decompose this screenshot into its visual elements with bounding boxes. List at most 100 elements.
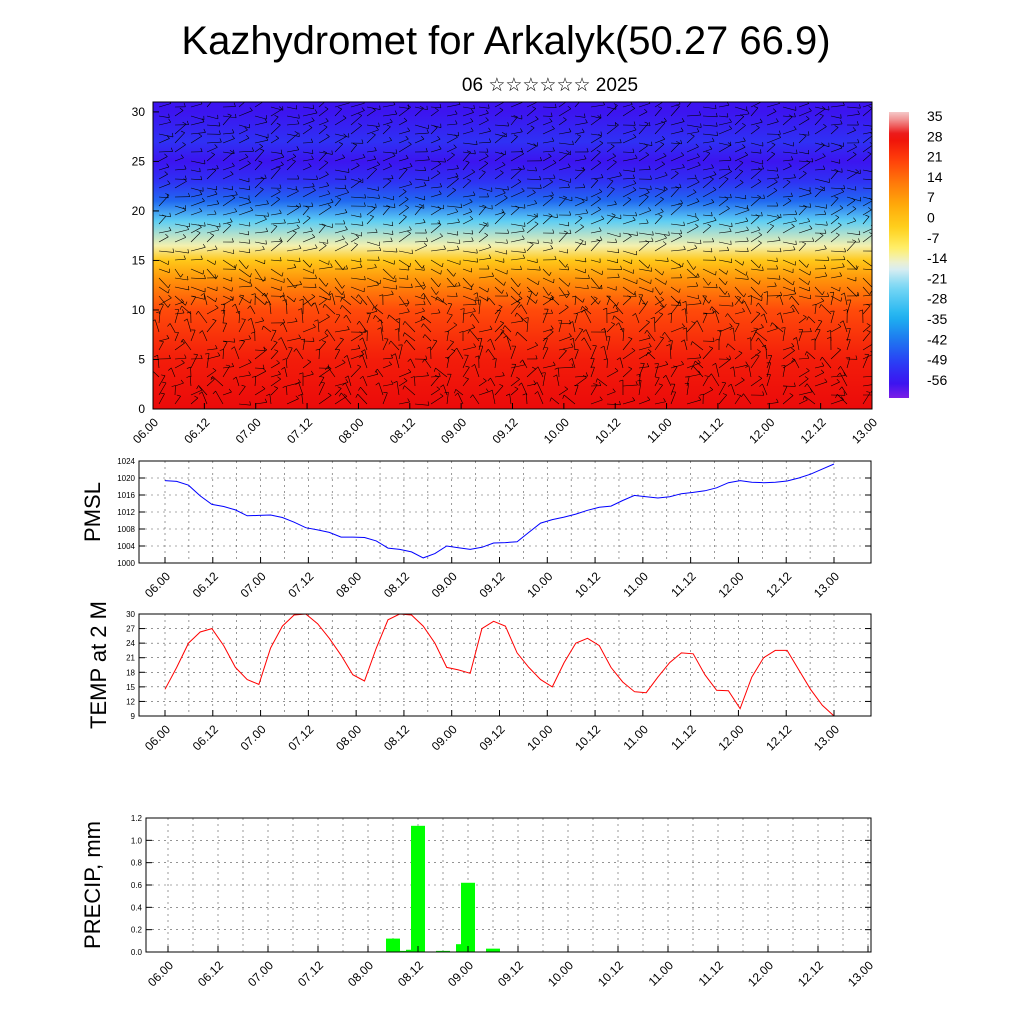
wind-barb — [590, 104, 605, 108]
wind-barb — [318, 185, 329, 189]
wind-barb — [222, 303, 226, 315]
wind-barb — [430, 127, 438, 135]
wind-barb — [510, 286, 520, 296]
wind-barb-flag — [758, 280, 761, 285]
wind-barb-flag — [214, 210, 217, 215]
wind-barb — [814, 168, 825, 171]
wind-barb-flag — [506, 292, 509, 297]
wind-barb — [619, 357, 624, 369]
wind-barb-flag — [808, 189, 812, 194]
wind-barb — [750, 102, 761, 108]
wind-barb-flag — [275, 135, 279, 139]
wind-barb — [269, 393, 272, 405]
wind-barb — [250, 318, 256, 333]
wind-barb-flag — [806, 160, 810, 163]
wind-barb-flag — [553, 374, 557, 378]
wind-barb — [382, 250, 398, 253]
x-tick-label: 06.00 — [142, 569, 173, 600]
wind-barb — [779, 295, 784, 306]
wind-barb — [606, 175, 622, 180]
wind-barb — [782, 142, 794, 147]
wind-barb — [457, 392, 464, 405]
wind-barb — [766, 240, 781, 243]
wind-barb-flag — [516, 300, 521, 303]
wind-barb — [350, 165, 360, 171]
wind-barb-flag — [709, 306, 713, 311]
wind-barb-flag — [355, 393, 358, 398]
wind-barb — [702, 376, 709, 387]
wind-barb — [234, 346, 240, 360]
wind-barb — [478, 119, 489, 126]
wind-barb — [206, 286, 218, 291]
wind-barb — [302, 373, 314, 378]
wind-barb — [462, 201, 473, 207]
wind-barb-flag — [668, 340, 673, 342]
wind-barb — [270, 212, 282, 216]
wind-barb — [750, 229, 761, 234]
wind-barb-flag — [395, 149, 398, 154]
wind-barb — [590, 191, 603, 198]
wind-barb — [222, 310, 226, 324]
wind-barb-flag — [234, 208, 238, 212]
wind-barb-flag — [455, 120, 458, 125]
wind-barb-flag — [540, 156, 542, 161]
wind-barb — [380, 319, 384, 333]
wind-barb — [670, 326, 685, 333]
wind-barb-flag — [633, 180, 637, 184]
wind-barb — [782, 277, 794, 286]
wind-barb — [782, 220, 797, 225]
wind-barb — [862, 344, 872, 351]
wind-barb-flag — [755, 354, 760, 357]
wind-barb-flag — [809, 203, 812, 208]
wind-barb-flag — [668, 231, 670, 236]
wind-barb-flag — [424, 229, 427, 234]
wind-barb — [350, 232, 362, 237]
x-tick-label: 07.00 — [238, 569, 269, 600]
wind-barb — [382, 155, 396, 162]
wind-barb — [718, 241, 732, 245]
wind-barb-flag — [250, 299, 252, 304]
wind-barb-flag — [250, 282, 253, 287]
wind-barb-flag — [439, 393, 444, 397]
colorbar-label: -14 — [927, 250, 947, 266]
wind-barb-flag — [598, 300, 601, 305]
wind-barb-flag — [632, 216, 636, 221]
wind-barb-flag — [839, 205, 844, 209]
wind-barb — [366, 150, 377, 153]
wind-barb — [334, 349, 341, 360]
wind-barb-flag — [645, 319, 650, 323]
wind-barb — [347, 375, 352, 387]
wind-barb — [718, 104, 730, 108]
wind-barb-flag — [562, 394, 565, 399]
wind-barb-flag — [675, 104, 680, 107]
wind-barb — [782, 350, 795, 360]
wind-barb-flag — [298, 394, 302, 397]
wind-barb — [334, 339, 344, 351]
wind-barb — [494, 250, 507, 255]
wind-barb-flag — [676, 141, 680, 144]
wind-barb-flag — [229, 150, 234, 153]
wind-barb — [382, 206, 391, 216]
wind-barb — [254, 178, 267, 180]
wind-barb — [670, 384, 676, 396]
wind-barb — [814, 381, 828, 387]
wind-barb-flag — [726, 113, 729, 118]
wind-barb — [702, 124, 718, 127]
wind-barb-flag — [487, 377, 491, 382]
wind-barb-flag — [600, 345, 605, 349]
wind-barb — [798, 228, 813, 234]
wind-barb — [542, 162, 557, 171]
wind-barb-flag — [517, 283, 521, 288]
wind-barb-flag — [746, 110, 750, 115]
wind-barb — [510, 116, 518, 126]
wind-barb-flag — [569, 229, 572, 234]
wind-barb — [542, 194, 554, 198]
wind-barb-flag — [518, 382, 522, 386]
wind-barb-flag — [248, 239, 251, 244]
wind-barb-flag — [402, 189, 407, 192]
wind-barb — [638, 380, 642, 396]
wind-barb — [181, 305, 192, 315]
wind-barb-flag — [534, 382, 538, 386]
wind-barb — [350, 286, 365, 293]
wind-barb-flag — [311, 155, 314, 160]
